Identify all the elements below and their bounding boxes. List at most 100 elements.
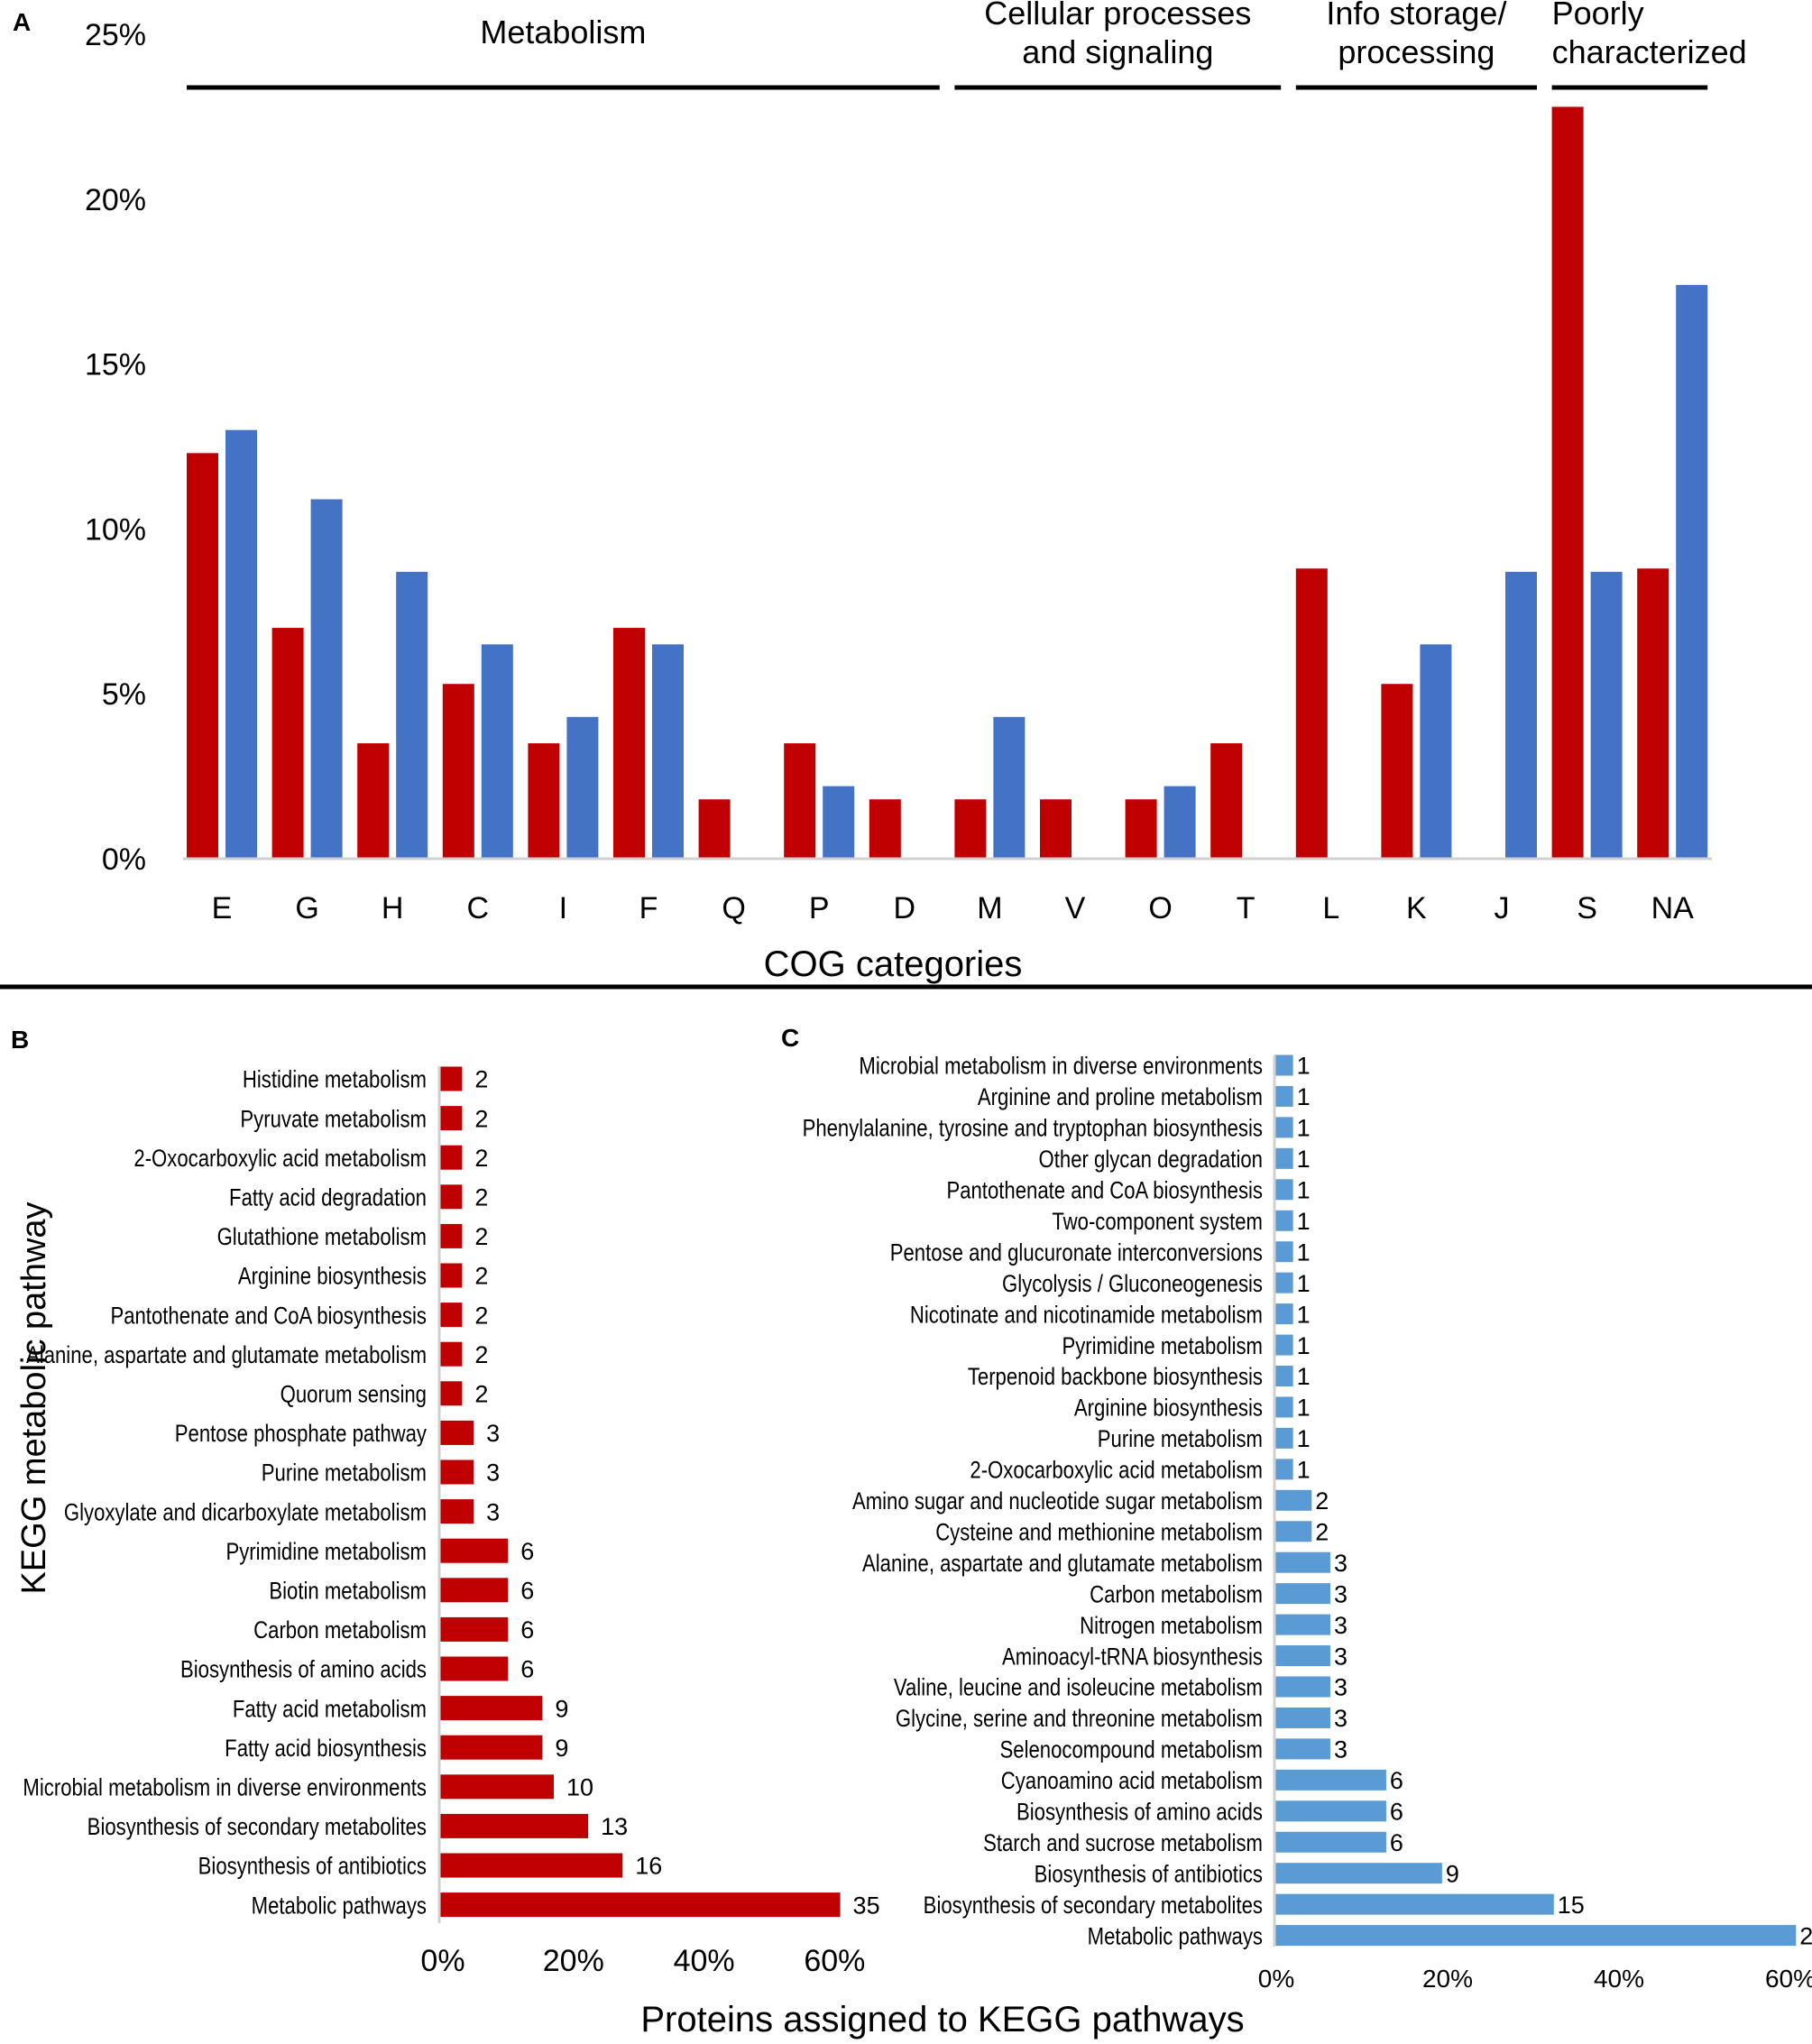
c-bar (1274, 1085, 1293, 1107)
c-bar (1274, 1147, 1293, 1169)
a-bar-red (1125, 799, 1157, 859)
c-category-label: Starch and sucrose metabolism (983, 1830, 1263, 1857)
a-x-tick-label: J (1495, 891, 1510, 925)
b-category-label: Pyruvate metabolism (240, 1106, 427, 1133)
b-value-label: 6 (520, 1538, 534, 1565)
a-bar-blue (1676, 284, 1708, 860)
a-bar-red (1040, 799, 1072, 859)
c-value-label: 6 (1390, 1767, 1403, 1794)
c-value-label: 3 (1334, 1674, 1348, 1701)
c-bar (1274, 1707, 1330, 1728)
c-value-label: 2 (1315, 1518, 1329, 1545)
b-category-label: Biotin metabolism (269, 1579, 427, 1606)
b-category-label: Glyoxylate and dicarboxylate metabolism (64, 1499, 427, 1526)
c-category-label: Glycine, serine and threonine metabolism (896, 1706, 1263, 1733)
b-bar (439, 1341, 463, 1367)
c-category-label: Valine, leucine and isoleucine metabolis… (894, 1675, 1263, 1702)
a-x-tick-label: C (467, 891, 490, 925)
c-category-label: Two-component system (1052, 1209, 1263, 1236)
b-category-label: Biosynthesis of antibiotics (198, 1854, 427, 1881)
a-y-tick-label: 5% (102, 677, 146, 712)
c-value-label: 6 (1390, 1829, 1403, 1856)
a-bar-blue (566, 716, 599, 859)
b-category-label: Microbial metabolism in diverse environm… (23, 1775, 427, 1802)
a-x-tick-label: V (1065, 891, 1086, 925)
panel-label-c: C (781, 1024, 799, 1052)
c-value-label: 3 (1334, 1580, 1348, 1607)
c-category-label: Other glycan degradation (1039, 1146, 1263, 1174)
a-x-tick-label: H (382, 891, 404, 925)
c-x-tick-label: 40% (1594, 1965, 1644, 1993)
a-x-tick-label: NA (1651, 891, 1695, 925)
a-x-tick-label: O (1148, 891, 1172, 925)
c-x-tick-label: 0% (1258, 1965, 1294, 1993)
b-value-label: 2 (474, 1184, 488, 1211)
chart-a: 0% 5% 10% 15% 20% 25% Metabolism Cellular proc… (85, 0, 1747, 984)
c-value-label: 1 (1297, 1053, 1311, 1080)
b-bar (439, 1892, 841, 1918)
c-value-label: 3 (1334, 1612, 1348, 1639)
a-bar-red (271, 628, 304, 859)
c-x-tick-label: 60% (1765, 1965, 1812, 1993)
c-category-label: Nitrogen metabolism (1080, 1613, 1263, 1640)
c-value-label: 3 (1334, 1643, 1348, 1670)
c-value-label: 3 (1334, 1736, 1348, 1763)
b-value-label: 3 (486, 1420, 500, 1447)
b-category-label: Metabolic pathways (252, 1892, 427, 1920)
b-x-tick-label: 20% (543, 1944, 604, 1978)
c-category-label: Aminoacyl-tRNA biosynthesis (1002, 1643, 1263, 1671)
c-bar (1274, 1521, 1312, 1542)
b-value-label: 9 (555, 1735, 568, 1762)
c-category-label: Metabolic pathways (1088, 1923, 1263, 1950)
b-category-label: Fatty acid biosynthesis (225, 1736, 427, 1763)
c-category-label: Biosynthesis of antibiotics (1035, 1861, 1263, 1888)
b-bar (439, 1538, 509, 1563)
c-bar (1274, 1925, 1797, 1947)
c-category-label: Pantothenate and CoA biosynthesis (946, 1178, 1263, 1205)
c-value-label: 28 (1799, 1922, 1812, 1949)
b-category-label: Pyrimidine metabolism (225, 1539, 427, 1566)
a-bar-blue (1164, 786, 1196, 859)
c-value-label: 1 (1297, 1270, 1311, 1297)
a-group-label: Poorly (1552, 0, 1644, 32)
c-value-label: 15 (1558, 1892, 1585, 1919)
c-bar (1274, 1396, 1293, 1418)
a-bar-red (1551, 106, 1584, 859)
c-value-label: 1 (1297, 1083, 1311, 1110)
b-value-label: 2 (474, 1223, 488, 1250)
c-value-label: 6 (1390, 1799, 1403, 1826)
a-x-tick-label: F (639, 891, 658, 925)
a-bar-red (528, 743, 560, 859)
b-value-label: 35 (853, 1892, 880, 1919)
c-category-label: Phenylalanine, tyrosine and tryptophan b… (803, 1116, 1263, 1143)
c-category-label: Cysteine and methionine metabolism (935, 1520, 1263, 1547)
a-group-label: and signaling (1022, 33, 1213, 70)
c-value-label: 1 (1297, 1146, 1311, 1173)
c-value-label: 1 (1297, 1177, 1311, 1204)
b-category-label: Glutathione metabolism (217, 1224, 427, 1251)
c-bar (1274, 1645, 1330, 1667)
c-category-label: Amino sugar and nucleotide sugar metabol… (852, 1488, 1263, 1515)
c-category-label: Pentose and glucuronate interconversions (890, 1239, 1263, 1266)
b-bar (439, 1774, 555, 1800)
c-bar (1274, 1738, 1330, 1760)
c-value-label: 1 (1297, 1425, 1311, 1452)
a-x-tick-label: S (1577, 891, 1597, 925)
a-group-label: characterized (1552, 33, 1747, 70)
b-value-label: 2 (474, 1263, 488, 1290)
panel-label-a: A (13, 8, 31, 36)
chart-b: KEGG metabolic pathway Histidine metabol… (15, 1066, 880, 1978)
a-bar-blue (1505, 571, 1537, 859)
b-x-axis: 0% 20% 40% 60% (420, 1944, 865, 1978)
c-category-label: Biosynthesis of amino acids (1016, 1800, 1263, 1827)
c-bar (1274, 1769, 1386, 1791)
a-x-tick-label: I (559, 891, 567, 925)
a-y-axis: 0% 5% 10% 15% 20% 25% (85, 18, 146, 877)
b-bar (439, 1184, 463, 1210)
b-value-label: 2 (474, 1302, 488, 1329)
a-bar-blue (396, 571, 428, 859)
b-value-label: 9 (555, 1695, 568, 1722)
c-bar (1274, 1210, 1293, 1231)
c-value-label: 1 (1297, 1115, 1311, 1142)
